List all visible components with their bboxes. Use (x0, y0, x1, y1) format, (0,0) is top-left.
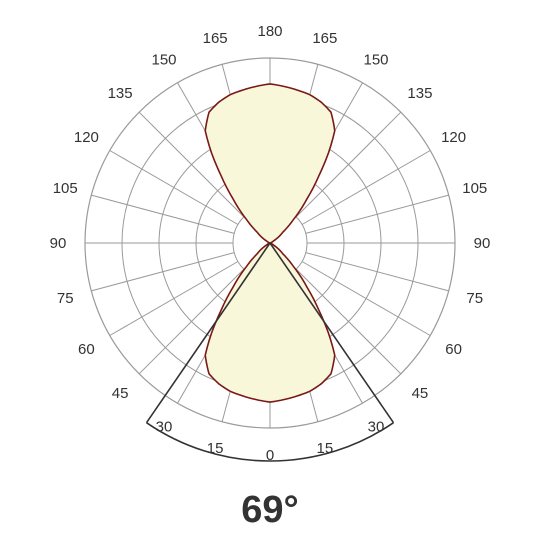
grid-spoke (295, 268, 402, 375)
angle-tick-label: 120 (441, 129, 466, 146)
grid-spoke (91, 194, 235, 234)
angle-tick-label: 165 (312, 30, 337, 47)
beam-angle-label: 69° (241, 489, 298, 531)
angle-tick-label: 165 (203, 30, 228, 47)
angle-tick-label: 135 (108, 85, 133, 102)
angle-tick-labels: 180 1651651501501351351201201051059090757… (50, 23, 491, 464)
grid-spoke (295, 111, 402, 218)
intensity-curve-lower (204, 242, 336, 403)
grid-spoke (138, 111, 245, 218)
angle-tick-label: 45 (112, 385, 129, 402)
intensity-curve-group (204, 83, 336, 403)
angle-tick-label: 75 (57, 290, 74, 307)
angle-tick-label: 45 (412, 385, 429, 402)
angle-tick-label: 15 (207, 440, 224, 457)
beam-angle-line (269, 242, 395, 424)
grid-spoke (305, 252, 449, 292)
angle-tick-label: 90 (50, 235, 67, 252)
angle-tick-label: 120 (74, 129, 99, 146)
grid-spoke (301, 150, 431, 225)
angle-tick-label: 60 (78, 341, 95, 358)
angle-tick-label: 135 (407, 85, 432, 102)
beam-angle-line (145, 242, 271, 424)
angle-tick-label: 60 (445, 341, 462, 358)
intensity-curve-upper (204, 83, 336, 244)
angle-tick-label: 30 (368, 419, 385, 436)
grid-spoke (138, 268, 245, 375)
angle-tick-label: 75 (466, 290, 483, 307)
angle-tick-label: 105 (53, 180, 78, 197)
grid-spoke (109, 261, 239, 336)
beam-angle-indicator (145, 242, 395, 462)
angle-tick-label: 105 (462, 180, 487, 197)
beam-angle-arc (146, 422, 394, 462)
angle-tick-label: 30 (156, 419, 173, 436)
grid-spoke (91, 252, 235, 292)
angle-tick-label: 0 (266, 447, 274, 464)
grid-spoke (305, 194, 449, 234)
angle-tick-label: 90 (474, 235, 491, 252)
angle-tick-label: 150 (151, 51, 176, 68)
grid-spoke (301, 261, 431, 336)
grid-spoke (109, 150, 239, 225)
angle-tick-label: 15 (317, 440, 334, 457)
angle-tick-label: 180 (257, 23, 282, 40)
angle-tick-label: 150 (363, 51, 388, 68)
